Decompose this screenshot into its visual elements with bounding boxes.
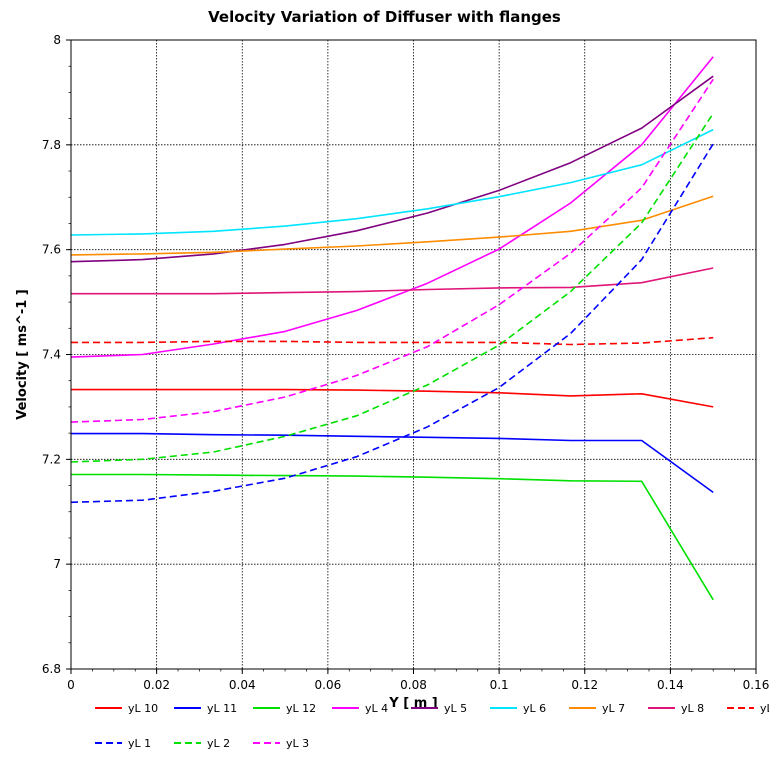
- legend-label: yL 12: [286, 702, 316, 715]
- x-tick-label: 0.08: [400, 678, 427, 692]
- y-tick-label: 6.8: [42, 662, 61, 676]
- series-line-yl11: [71, 432, 714, 494]
- series-line-yl6: [70, 128, 714, 236]
- legend-label: yL 11: [207, 702, 237, 715]
- legend-item: yL 2: [174, 737, 230, 750]
- x-tick-label: 0.16: [743, 678, 769, 692]
- y-tick-label: 7.6: [42, 243, 61, 257]
- legend-label: yL 1: [128, 737, 151, 750]
- legend-item: yL 4: [332, 702, 388, 715]
- x-tick-label: 0.04: [229, 678, 256, 692]
- legend-item: yL 8: [648, 702, 704, 715]
- legend-item: yL 9: [727, 702, 769, 715]
- legend-label: yL 10: [128, 702, 158, 715]
- series-layer: [70, 56, 714, 601]
- legend-item: yL 12: [253, 702, 316, 715]
- legend-label: yL 6: [523, 702, 546, 715]
- series-line-yl10: [71, 388, 714, 408]
- series-line-yl7: [70, 195, 714, 256]
- legend-label: yL 3: [286, 737, 309, 750]
- series-line-yl9: [71, 336, 714, 346]
- legend-label: yL 5: [444, 702, 467, 715]
- x-tick-label: 0.06: [315, 678, 342, 692]
- legend-label: yL 8: [681, 702, 704, 715]
- series-line-yl5: [70, 75, 714, 263]
- y-axis-title: Velocity [ ms^-1 ]: [15, 289, 30, 419]
- y-tick-label: 7.4: [42, 348, 61, 362]
- series-line-yl1: [70, 143, 714, 504]
- series-line-yl2: [70, 112, 714, 463]
- y-tick-label: 7.2: [42, 452, 61, 466]
- legend-item: yL 11: [174, 702, 237, 715]
- x-tick-label: 0.02: [143, 678, 170, 692]
- x-tick-label: 0.1: [490, 678, 509, 692]
- x-tick-label: 0.14: [657, 678, 684, 692]
- x-tick-label: 0: [67, 678, 75, 692]
- legend-item: yL 3: [253, 737, 309, 750]
- legend-item: yL 5: [411, 702, 467, 715]
- legend-label: yL 2: [207, 737, 230, 750]
- y-tick-label: 7.8: [42, 138, 61, 152]
- legend-item: yL 10: [95, 702, 158, 715]
- chart-title: Velocity Variation of Diffuser with flan…: [208, 8, 561, 26]
- series-line-yl12: [71, 473, 714, 601]
- legend-item: yL 1: [95, 737, 151, 750]
- legend-item: yL 7: [569, 702, 625, 715]
- legend-label: yL 7: [602, 702, 625, 715]
- legend: yL 10 yL 11 yL 12 yL 4 yL 5 yL 6 yL 7 yL 8 yL 9 y…: [95, 702, 769, 750]
- legend-item: yL 6: [490, 702, 546, 715]
- grid-layer: [70, 39, 757, 670]
- series-line-yl4: [70, 56, 714, 358]
- y-tick-label: 7: [53, 557, 61, 571]
- series-line-yl8: [71, 267, 714, 295]
- y-tick-label: 8: [53, 33, 61, 47]
- x-tick-label: 0.12: [571, 678, 598, 692]
- legend-label: yL 4: [365, 702, 388, 715]
- legend-label: yL 9: [760, 702, 769, 715]
- tick-layer: 0 0.02 0.04 0.06 0.08 0.1 0.12 0.14 0.16 6.8 7 7.2 7…: [42, 33, 769, 692]
- series-line-yl3: [70, 78, 714, 423]
